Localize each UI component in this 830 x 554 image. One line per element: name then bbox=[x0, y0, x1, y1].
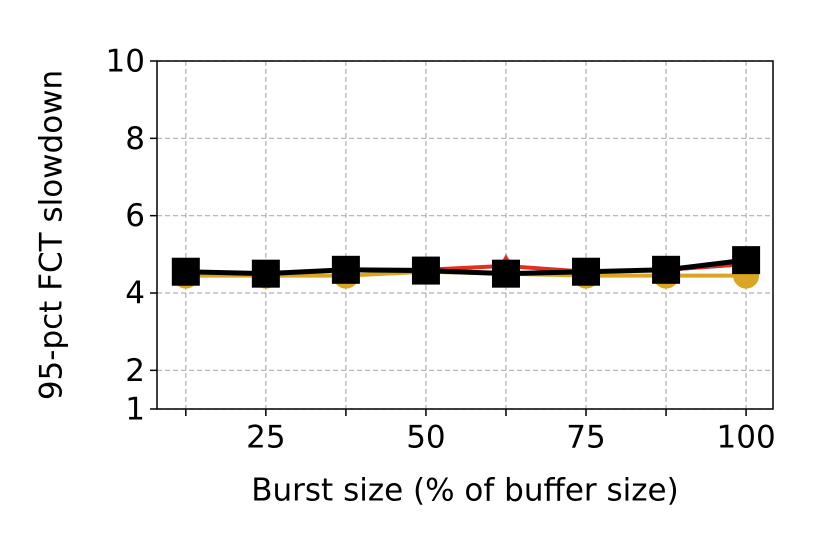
marker bbox=[171, 257, 200, 286]
marker bbox=[331, 255, 360, 284]
x-axis-label: Burst size (% of buffer size) bbox=[251, 473, 678, 509]
y-tick-label: 10 bbox=[106, 44, 145, 80]
marker bbox=[572, 257, 601, 286]
marker bbox=[732, 246, 761, 275]
plot-frame bbox=[156, 60, 774, 410]
y-tick-label: 6 bbox=[125, 198, 145, 234]
marker bbox=[411, 256, 440, 285]
marker bbox=[652, 255, 681, 284]
x-tick-label: 75 bbox=[566, 420, 605, 456]
x-tick-label: 50 bbox=[406, 420, 445, 456]
x-tick-label: 100 bbox=[717, 420, 776, 456]
y-tick-label: 8 bbox=[125, 121, 145, 157]
x-tick-label: 25 bbox=[246, 420, 285, 456]
y-axis-label: 95-pct FCT slowdown bbox=[34, 70, 70, 400]
marker bbox=[251, 259, 280, 288]
y-tick-label: 4 bbox=[125, 276, 145, 312]
marker bbox=[491, 259, 520, 288]
y-tick-label: 1 bbox=[125, 392, 145, 428]
y-tick-label: 2 bbox=[125, 353, 145, 389]
